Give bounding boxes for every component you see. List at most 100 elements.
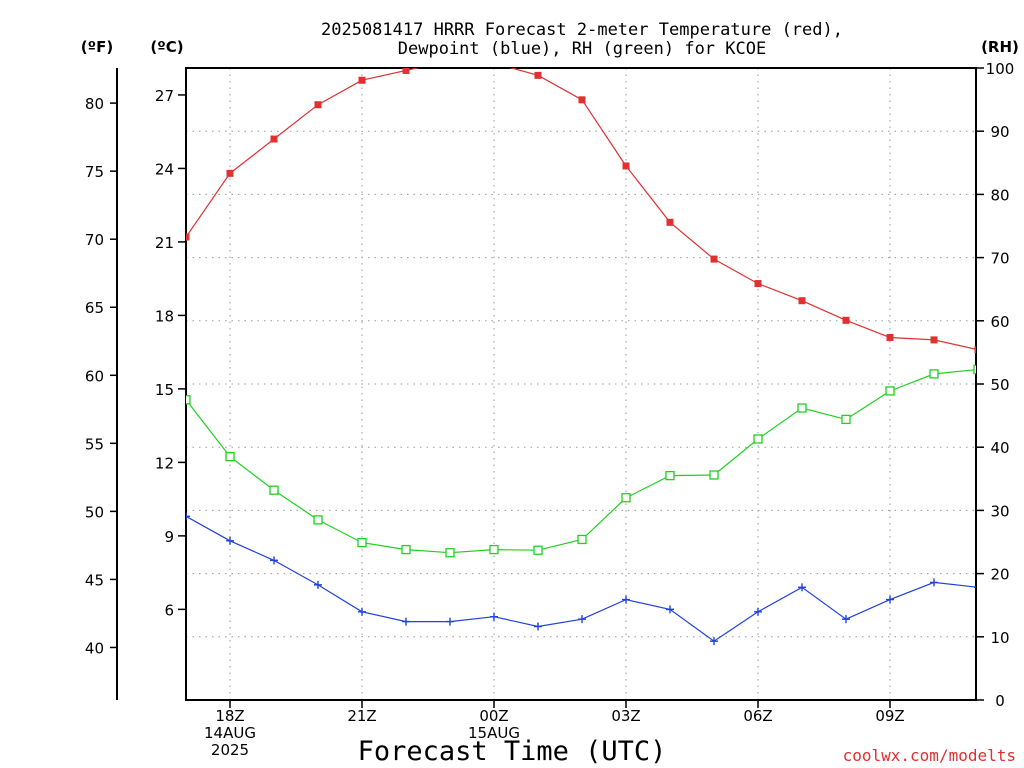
- fahrenheit-unit-label: (ºF): [81, 38, 113, 56]
- data-point-temperature: [622, 162, 630, 170]
- data-point-rh: [401, 544, 411, 555]
- x-tick-label: 2025: [211, 741, 249, 759]
- data-point-rh: [269, 485, 279, 495]
- data-point-temperature: [358, 76, 366, 84]
- rh-tick-label: 30: [990, 502, 1009, 520]
- rh-unit-label: (RH): [981, 38, 1019, 56]
- data-point-dewpoint: [402, 617, 410, 626]
- data-point-temperature: [886, 333, 894, 341]
- rh-tick-label: 70: [990, 250, 1009, 268]
- data-point-temperature: [402, 68, 410, 74]
- data-point-dewpoint: [754, 607, 762, 616]
- data-point-temperature: [974, 346, 976, 354]
- celsius-tick-label: 18: [155, 307, 174, 325]
- x-tick-label: 14AUG: [204, 724, 256, 742]
- data-point-temperature: [798, 297, 806, 305]
- data-point-dewpoint: [314, 580, 322, 589]
- data-point-dewpoint: [226, 536, 234, 545]
- rh-tick-label: 0: [995, 692, 1005, 710]
- series-dewpoint: [186, 512, 976, 646]
- rh-tick-label: 90: [990, 123, 1009, 141]
- data-point-temperature: [270, 135, 278, 143]
- data-point-dewpoint: [490, 612, 498, 621]
- data-point-dewpoint: [446, 617, 454, 626]
- fahrenheit-tick-label: 50: [85, 503, 104, 521]
- series-line: [186, 68, 976, 350]
- data-point-dewpoint: [886, 595, 894, 604]
- x-tick-label: 15AUG: [468, 724, 520, 742]
- data-point-temperature: [186, 233, 190, 241]
- celsius-tick-label: 21: [155, 234, 174, 252]
- source-credit: coolwx.com/modelts: [843, 746, 1016, 765]
- fahrenheit-tick-label: 80: [85, 95, 104, 113]
- data-point-dewpoint: [578, 615, 586, 624]
- fahrenheit-tick-label: 65: [85, 299, 104, 317]
- data-point-rh: [445, 548, 455, 558]
- fahrenheit-tick-label: 60: [85, 367, 104, 385]
- data-point-rh: [709, 470, 719, 480]
- fahrenheit-tick-label: 70: [85, 231, 104, 249]
- data-point-rh: [797, 403, 807, 413]
- celsius-tick-label: 27: [155, 87, 174, 105]
- rh-tick-label: 80: [990, 186, 1009, 204]
- data-point-rh: [973, 364, 976, 375]
- data-point-rh: [577, 534, 587, 545]
- data-point-dewpoint: [622, 595, 630, 604]
- fahrenheit-tick-label: 40: [85, 639, 104, 657]
- data-point-temperature: [666, 218, 674, 226]
- data-point-temperature: [930, 336, 938, 344]
- data-point-rh: [186, 395, 191, 405]
- data-point-rh: [753, 434, 763, 444]
- data-point-dewpoint: [534, 622, 542, 631]
- rh-tick-label: 20: [990, 566, 1009, 584]
- data-point-temperature: [754, 280, 762, 288]
- data-point-temperature: [578, 96, 586, 104]
- data-point-rh: [357, 537, 367, 548]
- x-tick-label: 06Z: [743, 707, 772, 725]
- data-point-dewpoint: [270, 556, 278, 565]
- data-point-dewpoint: [930, 578, 938, 587]
- celsius-tick-label: 6: [164, 601, 174, 619]
- data-point-rh: [489, 544, 499, 555]
- data-point-temperature: [534, 71, 542, 79]
- x-tick-label: 03Z: [611, 707, 640, 725]
- data-point-rh: [621, 493, 631, 503]
- celsius-tick-label: 9: [164, 528, 174, 546]
- data-point-rh: [225, 452, 235, 462]
- data-point-dewpoint: [186, 512, 190, 521]
- x-tick-label: 09Z: [875, 707, 904, 725]
- data-point-temperature: [491, 60, 498, 67]
- data-point-rh: [885, 386, 895, 396]
- celsius-tick-label: 12: [155, 454, 174, 472]
- data-point-rh: [533, 545, 543, 555]
- data-point-rh: [841, 414, 851, 425]
- data-series: [186, 60, 976, 646]
- rh-tick-label: 100: [986, 60, 1015, 78]
- series-rh: [186, 364, 976, 558]
- rh-tick-label: 40: [990, 439, 1009, 457]
- x-tick-label: 21Z: [347, 707, 376, 725]
- data-point-dewpoint: [358, 607, 366, 616]
- celsius-tick-label: 24: [155, 160, 174, 178]
- celsius-tick-label: 15: [155, 381, 174, 399]
- rh-tick-label: 50: [990, 376, 1009, 394]
- rh-tick-label: 10: [990, 629, 1009, 647]
- data-point-temperature: [314, 101, 322, 109]
- data-point-temperature: [226, 169, 234, 177]
- fahrenheit-tick-label: 45: [85, 571, 104, 589]
- x-axis-label: Forecast Time (UTC): [358, 736, 667, 767]
- x-tick-label: 00Z: [479, 707, 508, 725]
- data-point-dewpoint: [842, 615, 850, 624]
- data-point-rh: [313, 515, 323, 525]
- series-temperature: [186, 60, 976, 354]
- data-point-dewpoint: [974, 586, 976, 589]
- data-point-rh: [929, 369, 939, 379]
- series-line: [186, 369, 976, 554]
- x-tick-label: 18Z: [215, 707, 244, 725]
- fahrenheit-tick-label: 55: [85, 435, 104, 453]
- data-point-rh: [665, 470, 675, 481]
- rh-tick-label: 60: [990, 313, 1009, 331]
- data-point-dewpoint: [666, 605, 674, 614]
